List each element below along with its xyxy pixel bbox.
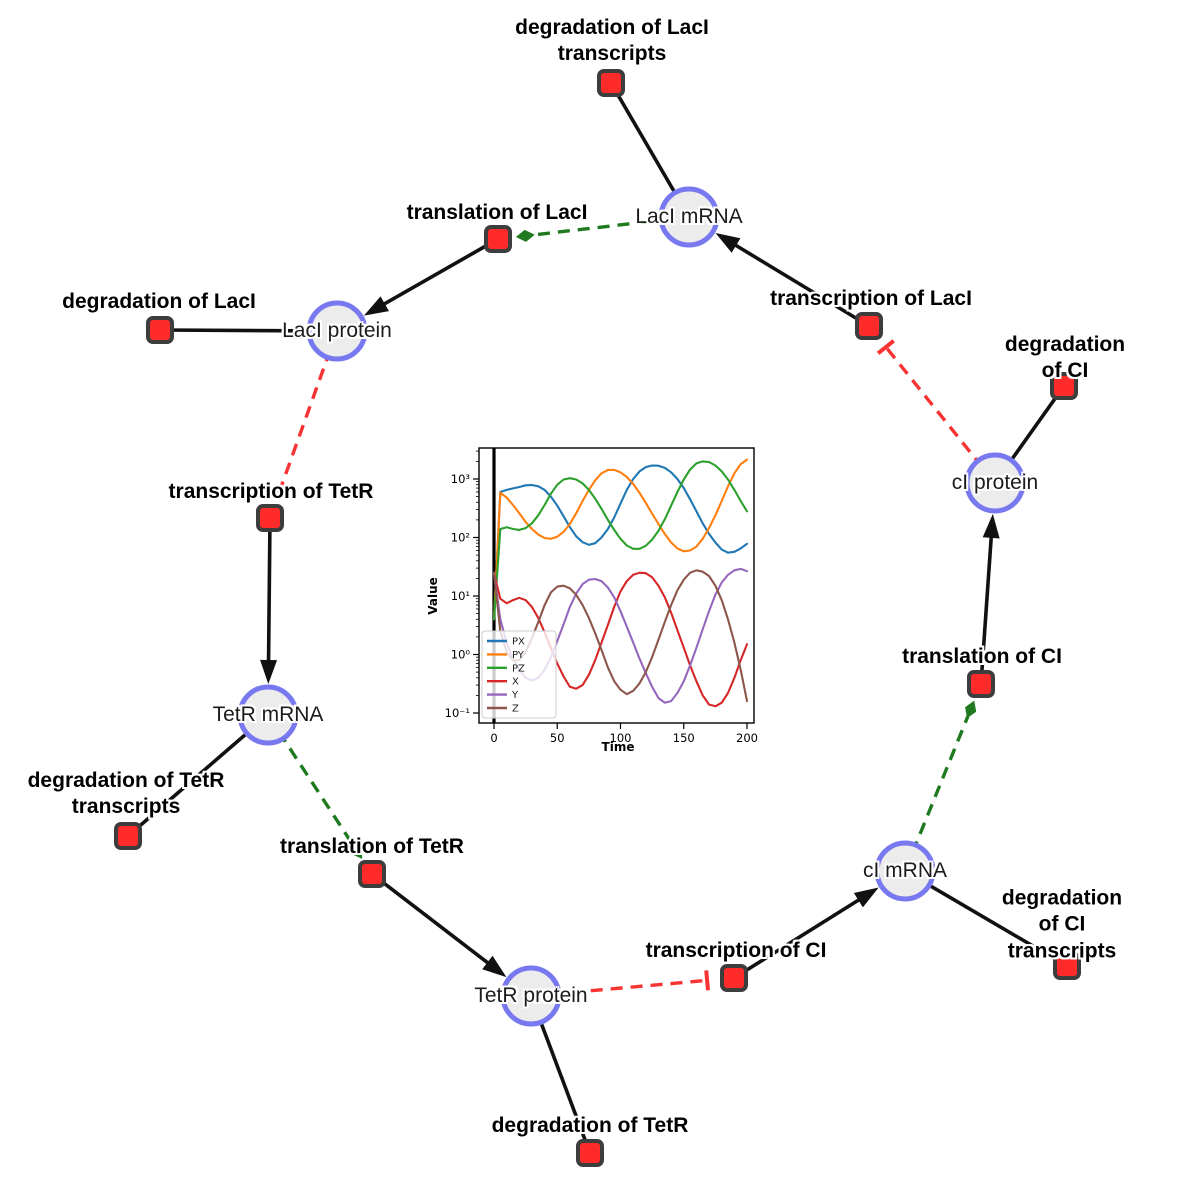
x-axis-label: Time: [601, 740, 635, 754]
reaction-node-tc_lacI[interactable]: [855, 312, 883, 340]
legend-label-PX: PX: [512, 637, 525, 648]
y-tick-label: 10⁰: [451, 648, 471, 662]
reaction-node-deg_lacI[interactable]: [146, 316, 174, 344]
arrowhead-icon: [715, 233, 741, 253]
arrowhead-icon: [853, 887, 879, 908]
arrowhead-icon: [982, 513, 1000, 539]
series-X: [492, 571, 749, 708]
reaction-node-deg_tetR_tr[interactable]: [114, 822, 142, 850]
y-tick-label: 10⁻¹: [445, 706, 470, 720]
x-tick-label: 150: [673, 731, 695, 745]
edge-production-tl_cI-cI_protein: [979, 513, 1000, 685]
x-tick-label: 200: [736, 731, 758, 745]
x-tick-label: 100: [610, 731, 632, 745]
y-tick-label: 10¹: [451, 589, 470, 603]
edge-consumption-tetR_mRNA-deg_tetR_tr: [126, 713, 270, 838]
series-Z: [492, 569, 749, 703]
reaction-node-tc_tetR[interactable]: [256, 504, 284, 532]
diamond-arrowhead-icon: [351, 843, 363, 859]
y-tick-label: 10³: [451, 472, 471, 486]
x-tick-label: 50: [550, 731, 565, 745]
inset-chart: 10⁻¹ 10⁰ 10¹ 10² 10³ 0 50 100 150 200 PX PY PZ X Y Z Va…: [425, 420, 781, 774]
edge-production-tl_lacI-lacI_protein: [363, 237, 499, 316]
edge-production-tc_tetR-tetR_mRNA: [260, 517, 278, 685]
arrowhead-icon: [363, 296, 389, 316]
arrowhead-icon: [260, 659, 278, 685]
arrowhead-icon: [482, 955, 507, 978]
legend-label-PZ: PZ: [512, 663, 525, 674]
series-PX: [492, 464, 749, 621]
inhibition-tbar-icon: [269, 487, 290, 498]
timecourse-plot: 10⁻¹ 10⁰ 10¹ 10² 10³ 0 50 100 150 200 PX PY PZ XYZ: [445, 447, 758, 745]
y-axis-label: Value: [426, 577, 440, 615]
species-node-tetR_mRNA[interactable]: [237, 684, 299, 746]
legend-label-Z: Z: [512, 704, 519, 715]
reaction-node-tl_lacI[interactable]: [484, 225, 512, 253]
x-tick-label: 0: [490, 731, 497, 745]
reaction-node-tl_cI[interactable]: [967, 670, 995, 698]
inhibition-tbar-icon: [876, 339, 895, 355]
species-node-cI_mRNA[interactable]: [874, 840, 936, 902]
species-node-lacI_protein[interactable]: [306, 300, 368, 362]
reaction-node-tl_tetR[interactable]: [358, 860, 386, 888]
series-PY: [492, 458, 749, 621]
species-node-tetR_protein[interactable]: [500, 965, 562, 1027]
edge-production-tc_lacI-lacI_mRNA: [715, 233, 870, 328]
legend-box: [481, 630, 557, 719]
reaction-node-deg_tetR[interactable]: [576, 1139, 604, 1167]
edge-consumption-cI_mRNA-deg_cI_tr: [904, 869, 1068, 968]
inhibition-tbar-icon: [704, 970, 710, 991]
reaction-node-tc_cI[interactable]: [720, 964, 748, 992]
legend-label-Y: Y: [511, 690, 519, 701]
edge-production-tl_tetR-tetR_protein: [370, 872, 507, 978]
reaction-node-deg_cI_tr[interactable]: [1053, 952, 1081, 980]
species-node-lacI_mRNA[interactable]: [658, 186, 720, 248]
reaction-node-deg_cI[interactable]: [1050, 372, 1078, 400]
legend-label-X: X: [512, 677, 519, 688]
reaction-node-deg_lacI_tr[interactable]: [597, 69, 625, 97]
edge-production-tc_cI-cI_mRNA: [733, 887, 879, 980]
legend-label-PY: PY: [512, 650, 525, 661]
diamond-arrowhead-icon: [965, 700, 977, 719]
series-PZ: [492, 460, 749, 621]
species-node-cI_protein[interactable]: [964, 452, 1026, 514]
diamond-arrowhead-icon: [515, 229, 535, 242]
y-tick-label: 10²: [451, 531, 470, 545]
nodes-layer: [114, 69, 1081, 1167]
